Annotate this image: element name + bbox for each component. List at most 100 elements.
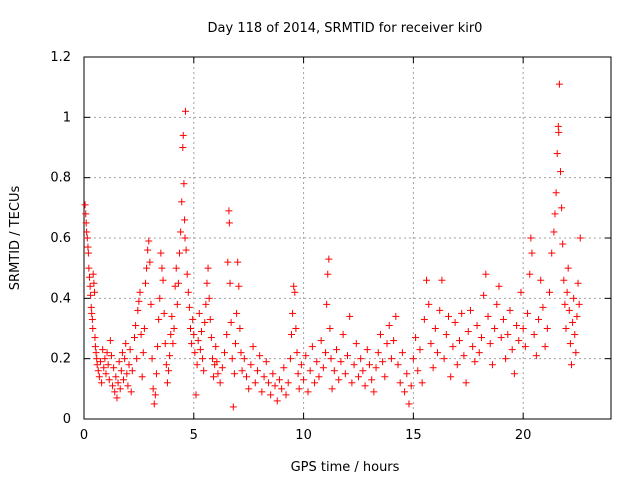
- data-point: [434, 349, 442, 357]
- data-point: [237, 349, 245, 357]
- data-point: [93, 355, 101, 363]
- data-point: [226, 279, 234, 287]
- data-point: [464, 328, 472, 336]
- data-point: [447, 373, 455, 381]
- data-point: [82, 219, 90, 227]
- data-point: [550, 228, 558, 236]
- data-point: [350, 361, 358, 369]
- data-point: [327, 355, 335, 363]
- data-point: [412, 334, 420, 342]
- data-point: [251, 379, 259, 387]
- data-point: [294, 370, 302, 378]
- data-point: [535, 315, 543, 323]
- data-point: [409, 355, 417, 363]
- data-point: [221, 349, 229, 357]
- data-point: [273, 397, 281, 405]
- data-point: [488, 361, 496, 369]
- data-point: [385, 321, 393, 329]
- data-point: [311, 379, 319, 387]
- data-point: [335, 376, 343, 384]
- data-point: [94, 367, 102, 375]
- data-point: [558, 204, 566, 212]
- data-point: [515, 337, 523, 345]
- data-point: [561, 300, 569, 308]
- data-point: [563, 288, 571, 296]
- data-point: [169, 340, 177, 348]
- y-tick-label: 1: [63, 110, 71, 125]
- data-point: [230, 370, 238, 378]
- data-point: [567, 361, 575, 369]
- data-point: [188, 340, 196, 348]
- data-point: [214, 370, 222, 378]
- data-point: [86, 282, 94, 290]
- data-point: [328, 385, 336, 393]
- data-point: [90, 279, 98, 287]
- data-point: [576, 234, 584, 242]
- data-point: [120, 376, 128, 384]
- data-point: [81, 201, 89, 209]
- data-point: [240, 355, 248, 363]
- data-point: [455, 337, 463, 345]
- data-point: [147, 300, 155, 308]
- data-point: [337, 358, 345, 366]
- data-point: [484, 312, 492, 320]
- data-point: [173, 300, 181, 308]
- data-point: [116, 385, 124, 393]
- data-point: [87, 303, 95, 311]
- data-point: [510, 370, 518, 378]
- data-point: [365, 361, 373, 369]
- data-point: [233, 309, 241, 317]
- data-point: [295, 385, 303, 393]
- data-point: [552, 189, 560, 197]
- data-point: [423, 276, 431, 284]
- data-point: [352, 340, 360, 348]
- data-point: [575, 300, 583, 308]
- data-point: [564, 264, 572, 272]
- data-point: [191, 349, 199, 357]
- data-point: [260, 373, 268, 381]
- data-point: [139, 349, 147, 357]
- data-point: [513, 321, 521, 329]
- data-point: [118, 349, 126, 357]
- data-point: [200, 367, 208, 375]
- data-point: [141, 279, 149, 287]
- data-point: [354, 373, 362, 381]
- data-point: [89, 325, 97, 332]
- data-point: [162, 361, 170, 369]
- data-point: [390, 337, 398, 345]
- data-point: [387, 355, 395, 363]
- data-point: [212, 343, 220, 351]
- data-point: [344, 352, 351, 360]
- data-point: [291, 288, 299, 296]
- data-point: [473, 321, 481, 329]
- data-point: [229, 403, 237, 411]
- data-point: [193, 361, 201, 369]
- data-point: [137, 331, 145, 339]
- data-point: [178, 198, 186, 206]
- data-point: [206, 315, 214, 323]
- data-point: [482, 270, 490, 278]
- data-point: [91, 288, 99, 296]
- x-axis-label: GPS time / hours: [291, 460, 400, 475]
- data-point: [379, 358, 387, 366]
- data-point: [146, 258, 154, 266]
- data-point: [339, 331, 347, 339]
- data-point: [394, 361, 402, 369]
- data-point: [326, 325, 334, 332]
- data-point: [155, 315, 163, 323]
- data-point: [493, 300, 501, 308]
- chart-title: Day 118 of 2014, SRMTID for receiver kir…: [208, 21, 483, 36]
- data-point: [453, 361, 461, 369]
- data-point: [341, 370, 349, 378]
- data-point: [87, 291, 95, 299]
- data-point: [405, 400, 413, 408]
- data-point: [236, 325, 244, 332]
- data-point: [429, 364, 437, 372]
- data-point: [150, 400, 158, 408]
- data-point: [185, 303, 193, 311]
- data-point: [218, 364, 226, 372]
- data-point: [117, 367, 125, 375]
- data-point: [555, 80, 563, 88]
- data-point: [183, 270, 191, 278]
- data-point: [238, 367, 246, 375]
